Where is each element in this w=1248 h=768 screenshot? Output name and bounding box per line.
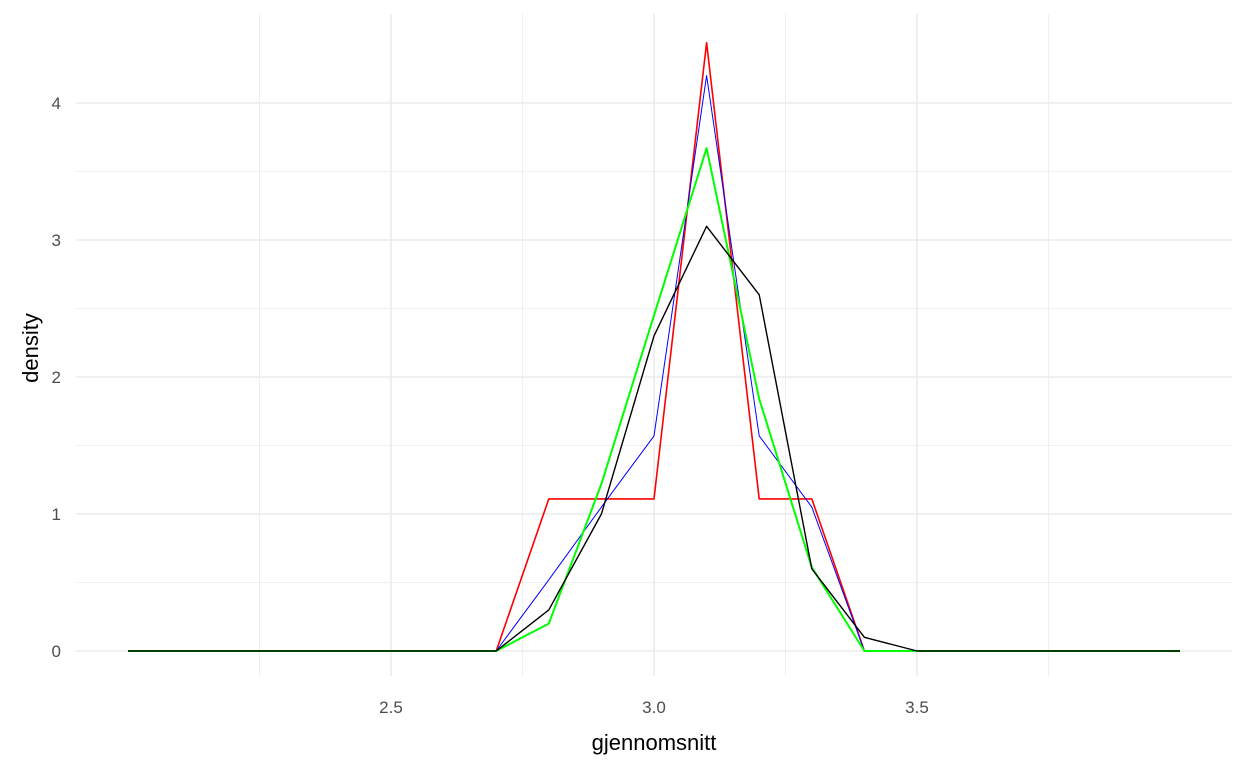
x-axis-title: gjennomsnitt	[592, 730, 717, 755]
y-tick-label: 2	[52, 368, 61, 387]
x-axis-tick-labels: 2.5 3.0 3.5	[379, 698, 929, 717]
x-tick-label: 2.5	[379, 698, 403, 717]
y-tick-label: 1	[52, 505, 61, 524]
y-tick-label: 0	[52, 642, 61, 661]
series-line-4	[128, 225, 1180, 652]
x-tick-label: 3.0	[642, 698, 666, 717]
series-lines	[128, 41, 1180, 652]
y-axis-tick-labels: 0 1 2 3 4	[52, 94, 61, 661]
series-line-3	[128, 147, 1180, 652]
y-axis-title: density	[18, 313, 43, 383]
x-tick-label: 3.5	[905, 698, 929, 717]
y-tick-label: 4	[52, 94, 61, 113]
y-tick-label: 3	[52, 231, 61, 250]
